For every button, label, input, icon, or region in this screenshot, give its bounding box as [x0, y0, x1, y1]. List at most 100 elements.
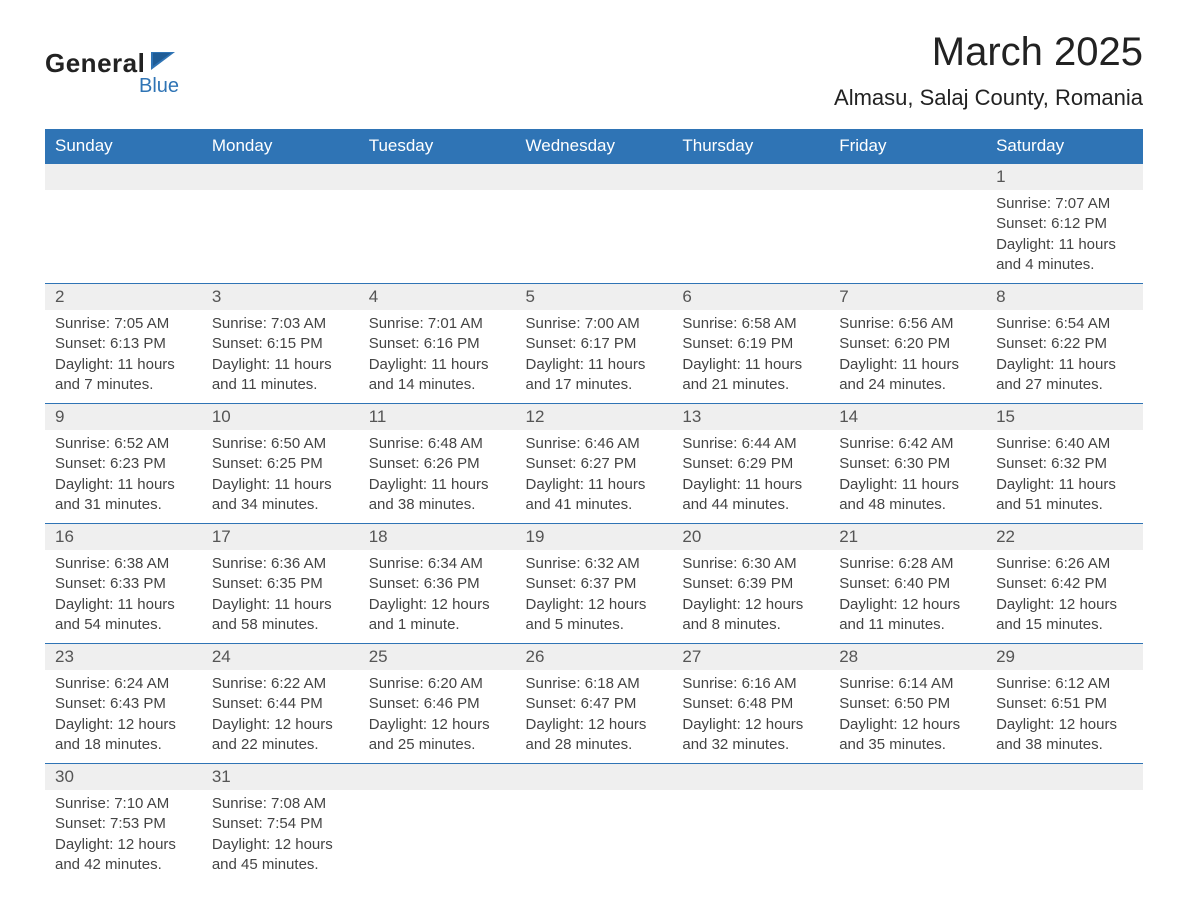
daylight-text: Daylight: 11 hours and 54 minutes. — [55, 595, 192, 636]
week-daynum-row: 23242526272829 — [45, 644, 1143, 671]
sunset-text: Sunset: 6:16 PM — [369, 334, 506, 354]
day-details: Sunrise: 6:18 AMSunset: 6:47 PMDaylight:… — [516, 670, 673, 764]
daylight-text: Daylight: 11 hours and 44 minutes. — [682, 475, 819, 516]
sunrise-text: Sunrise: 6:20 AM — [369, 674, 506, 694]
sunrise-text: Sunrise: 6:16 AM — [682, 674, 819, 694]
day-details — [672, 190, 829, 284]
daylight-text: Daylight: 12 hours and 1 minute. — [369, 595, 506, 636]
sunrise-text: Sunrise: 6:18 AM — [526, 674, 663, 694]
sunrise-text: Sunrise: 7:03 AM — [212, 314, 349, 334]
day-details: Sunrise: 7:05 AMSunset: 6:13 PMDaylight:… — [45, 310, 202, 404]
day-number: 6 — [672, 284, 829, 311]
sunrise-text: Sunrise: 6:50 AM — [212, 434, 349, 454]
day-number: 1 — [986, 164, 1143, 191]
day-details: Sunrise: 6:14 AMSunset: 6:50 PMDaylight:… — [829, 670, 986, 764]
sunset-text: Sunset: 6:26 PM — [369, 454, 506, 474]
day-details: Sunrise: 6:12 AMSunset: 6:51 PMDaylight:… — [986, 670, 1143, 764]
sunrise-text: Sunrise: 6:38 AM — [55, 554, 192, 574]
day-number: 21 — [829, 524, 986, 551]
day-number: 27 — [672, 644, 829, 671]
day-number — [45, 164, 202, 191]
week-daynum-row: 2345678 — [45, 284, 1143, 311]
daylight-text: Daylight: 11 hours and 14 minutes. — [369, 355, 506, 396]
sunrise-text: Sunrise: 6:48 AM — [369, 434, 506, 454]
daylight-text: Daylight: 12 hours and 22 minutes. — [212, 715, 349, 756]
day-number — [829, 764, 986, 791]
day-details — [359, 190, 516, 284]
title-block: March 2025 Almasu, Salaj County, Romania — [834, 30, 1143, 111]
sunrise-text: Sunrise: 6:56 AM — [839, 314, 976, 334]
week-details-row: Sunrise: 6:38 AMSunset: 6:33 PMDaylight:… — [45, 550, 1143, 644]
day-details: Sunrise: 7:08 AMSunset: 7:54 PMDaylight:… — [202, 790, 359, 883]
day-number: 24 — [202, 644, 359, 671]
calendar-body: 1Sunrise: 7:07 AMSunset: 6:12 PMDaylight… — [45, 164, 1143, 884]
sunset-text: Sunset: 6:19 PM — [682, 334, 819, 354]
day-details — [672, 790, 829, 883]
daylight-text: Daylight: 12 hours and 11 minutes. — [839, 595, 976, 636]
day-details: Sunrise: 6:46 AMSunset: 6:27 PMDaylight:… — [516, 430, 673, 524]
day-details: Sunrise: 6:40 AMSunset: 6:32 PMDaylight:… — [986, 430, 1143, 524]
sunrise-text: Sunrise: 6:30 AM — [682, 554, 819, 574]
daylight-text: Daylight: 12 hours and 28 minutes. — [526, 715, 663, 756]
sunrise-text: Sunrise: 6:58 AM — [682, 314, 819, 334]
week-details-row: Sunrise: 6:24 AMSunset: 6:43 PMDaylight:… — [45, 670, 1143, 764]
day-details — [516, 790, 673, 883]
location-text: Almasu, Salaj County, Romania — [834, 85, 1143, 111]
day-details: Sunrise: 6:22 AMSunset: 6:44 PMDaylight:… — [202, 670, 359, 764]
day-details: Sunrise: 6:54 AMSunset: 6:22 PMDaylight:… — [986, 310, 1143, 404]
day-number: 4 — [359, 284, 516, 311]
sunset-text: Sunset: 6:12 PM — [996, 214, 1133, 234]
sunrise-text: Sunrise: 6:12 AM — [996, 674, 1133, 694]
day-details: Sunrise: 6:36 AMSunset: 6:35 PMDaylight:… — [202, 550, 359, 644]
sunset-text: Sunset: 6:25 PM — [212, 454, 349, 474]
day-details — [45, 190, 202, 284]
week-daynum-row: 1 — [45, 164, 1143, 191]
daylight-text: Daylight: 11 hours and 34 minutes. — [212, 475, 349, 516]
sunset-text: Sunset: 6:37 PM — [526, 574, 663, 594]
day-details: Sunrise: 6:52 AMSunset: 6:23 PMDaylight:… — [45, 430, 202, 524]
sunset-text: Sunset: 6:29 PM — [682, 454, 819, 474]
day-number: 14 — [829, 404, 986, 431]
day-header: Monday — [202, 129, 359, 164]
sunset-text: Sunset: 6:30 PM — [839, 454, 976, 474]
day-details — [829, 790, 986, 883]
daylight-text: Daylight: 11 hours and 31 minutes. — [55, 475, 192, 516]
week-daynum-row: 16171819202122 — [45, 524, 1143, 551]
sunset-text: Sunset: 6:22 PM — [996, 334, 1133, 354]
day-details: Sunrise: 6:38 AMSunset: 6:33 PMDaylight:… — [45, 550, 202, 644]
sunrise-text: Sunrise: 6:54 AM — [996, 314, 1133, 334]
day-details — [202, 190, 359, 284]
sunset-text: Sunset: 6:27 PM — [526, 454, 663, 474]
sunrise-text: Sunrise: 6:52 AM — [55, 434, 192, 454]
daylight-text: Daylight: 12 hours and 45 minutes. — [212, 835, 349, 876]
day-number — [672, 164, 829, 191]
sunrise-text: Sunrise: 6:32 AM — [526, 554, 663, 574]
day-number: 13 — [672, 404, 829, 431]
day-number: 16 — [45, 524, 202, 551]
daylight-text: Daylight: 11 hours and 38 minutes. — [369, 475, 506, 516]
page-header: General Blue March 2025 Almasu, Salaj Co… — [45, 30, 1143, 111]
week-daynum-row: 9101112131415 — [45, 404, 1143, 431]
day-number — [986, 764, 1143, 791]
day-details — [829, 190, 986, 284]
brand-part1: General — [45, 48, 145, 79]
week-details-row: Sunrise: 7:10 AMSunset: 7:53 PMDaylight:… — [45, 790, 1143, 883]
sunrise-text: Sunrise: 6:46 AM — [526, 434, 663, 454]
day-details: Sunrise: 6:30 AMSunset: 6:39 PMDaylight:… — [672, 550, 829, 644]
week-daynum-row: 3031 — [45, 764, 1143, 791]
daylight-text: Daylight: 11 hours and 58 minutes. — [212, 595, 349, 636]
sunrise-text: Sunrise: 7:00 AM — [526, 314, 663, 334]
day-header: Tuesday — [359, 129, 516, 164]
sunrise-text: Sunrise: 6:24 AM — [55, 674, 192, 694]
day-number: 10 — [202, 404, 359, 431]
sunset-text: Sunset: 6:44 PM — [212, 694, 349, 714]
sunset-text: Sunset: 6:51 PM — [996, 694, 1133, 714]
sunset-text: Sunset: 7:54 PM — [212, 814, 349, 834]
daylight-text: Daylight: 12 hours and 25 minutes. — [369, 715, 506, 756]
day-header: Friday — [829, 129, 986, 164]
week-details-row: Sunrise: 7:07 AMSunset: 6:12 PMDaylight:… — [45, 190, 1143, 284]
day-details: Sunrise: 6:26 AMSunset: 6:42 PMDaylight:… — [986, 550, 1143, 644]
day-header: Thursday — [672, 129, 829, 164]
day-number — [516, 164, 673, 191]
day-header: Wednesday — [516, 129, 673, 164]
